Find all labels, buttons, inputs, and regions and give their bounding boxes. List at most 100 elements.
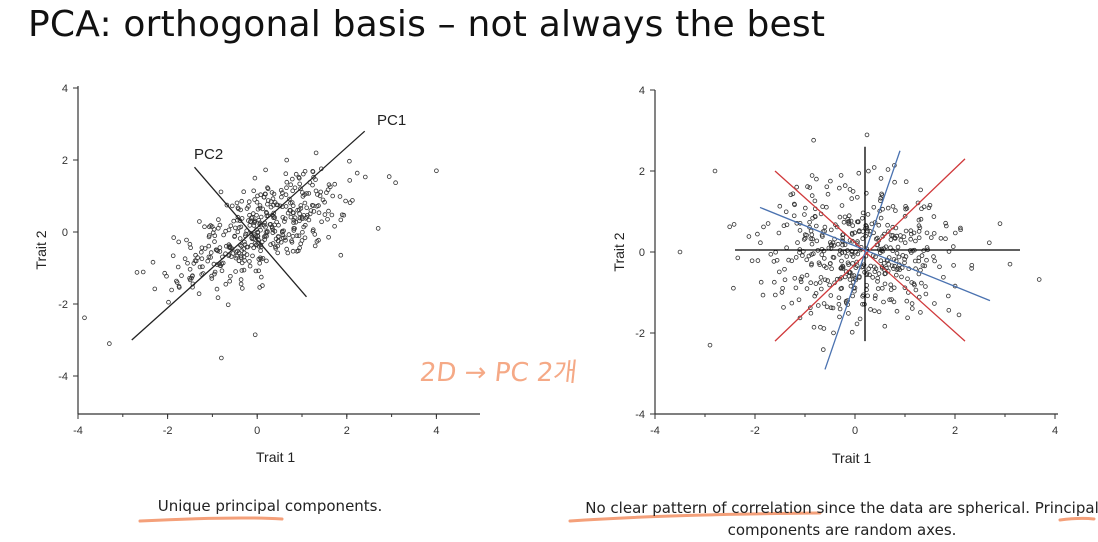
data-point — [312, 243, 318, 249]
data-point — [782, 277, 788, 283]
data-point — [842, 214, 848, 220]
data-point — [283, 192, 289, 198]
data-point — [273, 244, 278, 250]
data-point — [943, 236, 948, 242]
data-point — [847, 187, 853, 192]
data-point — [820, 234, 825, 239]
data-point — [969, 266, 974, 271]
data-point — [202, 224, 207, 230]
data-point — [300, 190, 305, 195]
data-point — [799, 274, 805, 280]
data-point — [271, 210, 277, 216]
data-point — [872, 308, 877, 314]
data-point — [903, 254, 909, 259]
data-point — [809, 241, 815, 247]
data-point — [844, 254, 849, 259]
data-point — [208, 223, 213, 228]
data-point — [197, 219, 202, 224]
data-point — [140, 269, 146, 275]
data-point — [885, 167, 891, 172]
data-point — [191, 261, 197, 266]
data-point — [943, 220, 948, 226]
data-point — [354, 170, 360, 176]
y-tick-label: -4 — [635, 409, 645, 421]
data-point — [221, 232, 226, 238]
data-point — [794, 184, 799, 190]
data-point — [837, 314, 842, 320]
data-point — [902, 213, 908, 219]
data-point — [849, 232, 855, 237]
data-point — [227, 243, 233, 249]
data-point — [824, 184, 830, 190]
data-point — [896, 254, 902, 260]
data-point — [807, 220, 812, 225]
data-point — [257, 260, 263, 266]
data-point — [885, 222, 890, 228]
data-point — [187, 275, 192, 281]
data-point — [282, 219, 287, 224]
data-point — [890, 204, 896, 209]
data-point — [292, 226, 297, 231]
data-point — [231, 218, 237, 224]
data-point — [290, 234, 296, 239]
data-point — [166, 299, 171, 305]
data-point — [898, 237, 904, 243]
data-point — [923, 284, 928, 289]
data-point — [236, 225, 242, 230]
data-point — [855, 239, 860, 244]
data-point — [239, 255, 244, 260]
data-point — [916, 223, 922, 229]
data-point — [793, 255, 799, 260]
data-point — [865, 212, 871, 217]
data-point — [237, 236, 243, 241]
data-point — [828, 178, 833, 184]
data-point — [902, 285, 908, 291]
data-point — [289, 176, 295, 182]
data-point — [302, 235, 308, 241]
data-point — [259, 239, 265, 245]
data-point — [234, 253, 240, 259]
handwritten-note: 2D → PC 2개 — [418, 358, 579, 388]
data-point — [856, 229, 862, 235]
data-point — [871, 205, 877, 210]
caption-right: No clear pattern of correlation since th… — [585, 499, 1098, 539]
data-point — [294, 249, 300, 254]
data-point — [252, 220, 257, 225]
data-point — [950, 244, 956, 249]
data-point — [255, 206, 261, 212]
data-point — [242, 258, 247, 263]
data-point — [797, 228, 803, 233]
data-point — [218, 189, 224, 195]
data-point — [780, 285, 785, 291]
data-point — [784, 222, 790, 228]
data-point — [905, 276, 910, 282]
data-point — [824, 304, 830, 310]
data-point — [861, 262, 867, 268]
data-point — [276, 222, 281, 228]
data-point — [302, 200, 308, 206]
data-point — [279, 190, 285, 196]
data-point — [247, 263, 253, 269]
data-point — [867, 272, 872, 278]
data-point — [332, 224, 337, 229]
data-point — [229, 254, 234, 259]
data-point — [848, 283, 854, 289]
data-point — [283, 204, 289, 209]
data-point — [252, 175, 258, 181]
data-point — [207, 224, 212, 230]
data-point — [819, 252, 825, 257]
data-point — [707, 342, 713, 348]
data-point — [797, 315, 803, 321]
data-point — [275, 202, 281, 208]
data-point — [836, 295, 842, 301]
data-point — [811, 137, 816, 143]
data-point — [235, 214, 241, 220]
y-tick-label: -2 — [58, 299, 68, 311]
data-point — [252, 241, 258, 246]
data-point — [228, 223, 234, 229]
data-point — [813, 281, 819, 286]
data-point — [224, 202, 230, 208]
data-point — [956, 312, 962, 318]
data-point — [251, 211, 256, 216]
x-tick-label: 2 — [952, 425, 958, 437]
